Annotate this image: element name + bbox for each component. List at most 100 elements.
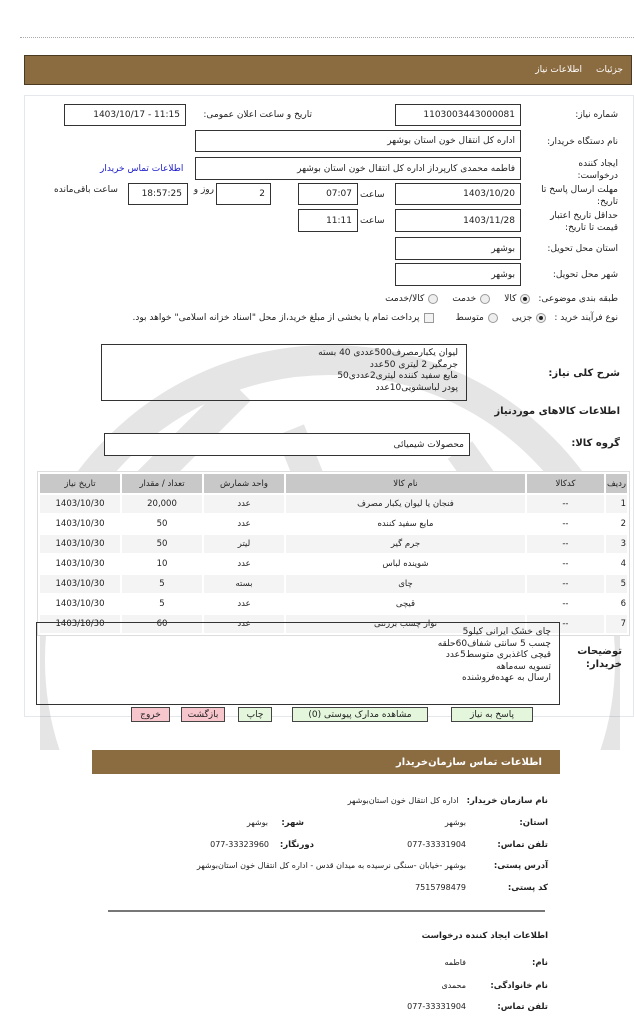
notes-line: ارسال به عهده‌فروشنده (462, 673, 551, 683)
col-date: تاریخ نیاز (40, 474, 120, 493)
province-label: استان محل تحویل: (547, 244, 618, 254)
buyer-org-label: نام دستگاه خریدار: (547, 137, 618, 147)
category-option-goods: کالا (504, 294, 517, 304)
creator-field: فاطمه محمدی کارپرداز اداره کل انتقال خون… (195, 157, 521, 180)
cell-row: 2 (605, 515, 627, 533)
cell-date: 1403/10/30 (40, 515, 120, 533)
cell-unit: بسته (204, 575, 284, 593)
buyer-org-field: اداره کل انتقال خون استان بوشهر (195, 130, 521, 152)
cell-name: قیچی (286, 595, 525, 613)
cell-code: -- (526, 555, 604, 573)
description-line: لیوان یکبارمصرف500عددی 40 بسته (318, 348, 458, 358)
contact-city: بوشهر (246, 818, 268, 827)
notes-box: چای خشک ایرانی کیلو5 چسب 5 سانتی شفاف60ح… (36, 622, 560, 705)
cell-row: 1 (605, 495, 627, 513)
category-label: طبقه بندی موضوعی: (538, 294, 618, 304)
category-radio-both[interactable] (428, 294, 439, 304)
org-row: نام سازمان خریدار: اداره کل انتقال خون اس… (348, 796, 548, 806)
table-row: 3 -- جرم گیر لیتر 50 1403/10/30 (40, 535, 627, 553)
phone-label: تلفن تماس: (497, 840, 548, 850)
cell-qty: 20,000 (122, 495, 202, 513)
city-field: بوشهر (395, 263, 521, 286)
category-option-both: کالا/خدمت (385, 294, 425, 304)
org-label: نام سازمان خریدار: (466, 796, 548, 806)
description-line: مایع سفید کننده لیتری2عددی50 (337, 371, 458, 381)
goods-table-wrap: ردیف کدکالا نام کالا واحد شمارش تعداد / … (37, 471, 630, 636)
print-button[interactable]: چاپ (238, 707, 272, 722)
category-radio-goods[interactable] (520, 294, 531, 304)
notes-label: توضیحات خریدار: (577, 646, 622, 670)
process-radio-medium[interactable] (487, 313, 498, 323)
cell-qty: 5 (122, 595, 202, 613)
cell-unit: عدد (204, 495, 284, 513)
notes-line: تسویه سه‌ماهه (496, 661, 551, 672)
cell-date: 1403/10/30 (40, 615, 120, 633)
creator-info-title: اطلاعات ایجاد کننده درخواست (421, 931, 548, 941)
exit-button[interactable]: خروج (131, 707, 170, 722)
contact-city-label: شهر: (281, 818, 304, 828)
back-button[interactable]: بازگشت (181, 707, 225, 722)
cell-row: 7 (605, 615, 627, 633)
col-row: ردیف (605, 474, 627, 493)
process-label: نوع فرآیند خرید : (554, 313, 618, 323)
table-row: 4 -- شوینده لباس عدد 10 1403/10/30 (40, 555, 627, 573)
creator-phone-label: تلفن تماس: (497, 1002, 548, 1012)
contact-province: بوشهر (444, 818, 466, 827)
name-value: فاطمه (444, 958, 466, 967)
validity-label: حداقل تاریخ اعتبار قیمت تا تاریخ: (550, 211, 618, 233)
tab-details[interactable]: جزئیات (596, 65, 623, 75)
col-code: کدکالا (526, 474, 604, 493)
need-number-label: شماره نیاز: (575, 110, 618, 120)
table-row: 7 -- نوار چسب برزنتی عدد 60 1403/10/30 (40, 615, 627, 633)
need-number-field: 1103003443000081 (395, 104, 521, 126)
name-label: نام: (531, 958, 548, 968)
table-row: 1 -- فنجان یا لیوان یکبار مصرف عدد 20,000 140… (40, 495, 627, 513)
description-line: پودر لباسشویی10عدد (375, 382, 458, 393)
province-field: بوشهر (395, 237, 521, 260)
cell-name: نوار چسب برزنتی (286, 615, 525, 633)
goods-table: ردیف کدکالا نام کالا واحد شمارش تعداد / … (38, 472, 629, 635)
process-row: نوع فرآیند خرید : جزیی متوسط پرداخت تمام… (133, 313, 618, 323)
top-divider (20, 37, 634, 38)
goods-group-label: گروه کالا: (571, 438, 620, 449)
cell-code: -- (526, 615, 604, 633)
header-bar: جزئیات اطلاعات نیاز (24, 55, 632, 85)
table-row: 2 -- مایع سفید کننده عدد 50 1403/10/30 (40, 515, 627, 533)
cell-code: -- (526, 575, 604, 593)
creator-label: ایجاد کننده درخواست: (577, 159, 618, 181)
cell-row: 6 (605, 595, 627, 613)
table-row: 5 -- چای بسته 5 1403/10/30 (40, 575, 627, 593)
description-box: لیوان یکبارمصرف500عددی 40 بسته جرمگیر 2 … (101, 344, 467, 401)
announce-label: تاریخ و ساعت اعلان عمومی: (203, 110, 312, 120)
days-label: روز و (193, 185, 214, 195)
treasury-note: پرداخت تمام یا بخشی از مبلغ خرید،از محل … (132, 313, 420, 323)
buyer-contact-link[interactable]: اطلاعات تماس خریدار (100, 164, 184, 174)
category-radio-service[interactable] (480, 294, 491, 304)
process-radio-minor[interactable] (536, 313, 547, 323)
notes-line: چای خشک ایرانی کیلو5 (462, 627, 551, 637)
treasury-checkbox[interactable] (423, 313, 434, 323)
tab-need-info[interactable]: اطلاعات نیاز (535, 65, 583, 75)
province-row: استان: (519, 818, 548, 828)
col-unit: واحد شمارش (204, 474, 284, 493)
col-name: نام کالا (286, 474, 525, 493)
attachments-button[interactable]: مشاهده مدارک پیوستی (0) (292, 707, 428, 722)
org-value: اداره کل انتقال خون استان‌بوشهر (347, 796, 459, 805)
remaining-field: 18:57:25 (128, 183, 188, 205)
cell-qty: 50 (122, 535, 202, 553)
cell-date: 1403/10/30 (40, 495, 120, 513)
family-value: محمدی (441, 981, 466, 990)
cell-name: مایع سفید کننده (286, 515, 525, 533)
reply-button[interactable]: پاسخ به نیاز (451, 707, 533, 722)
cell-code: -- (526, 595, 604, 613)
category-row: طبقه بندی موضوعی: کالا خدمت کالا/خدمت (385, 294, 618, 304)
postal-label: کد پستی: (507, 883, 548, 893)
announce-field: 1403/10/17 - 11:15 (64, 104, 186, 126)
cell-name: شوینده لباس (286, 555, 525, 573)
cell-name: چای (286, 575, 525, 593)
phone-value: 077-33331904 (407, 840, 466, 849)
fax-value: 077-33323960 (210, 840, 269, 849)
table-row: 6 -- قیچی عدد 5 1403/10/30 (40, 595, 627, 613)
remaining-label: ساعت باقی‌مانده (54, 185, 118, 195)
validity-time-field: 11:11 (298, 209, 358, 232)
